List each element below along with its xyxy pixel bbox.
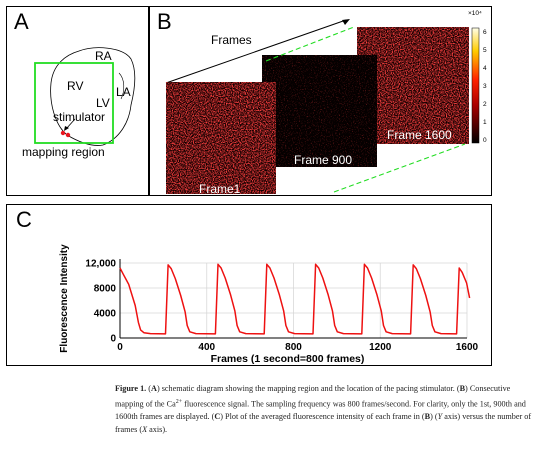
- panel-a: A RA RV LV LA stimulator mapping region: [6, 6, 149, 196]
- x-tick-label: 400: [198, 342, 215, 353]
- panel-c-label: C: [16, 207, 32, 232]
- caption-text: ) Consecutive mapping of the Ca: [115, 384, 511, 409]
- stimulator-dot: [60, 130, 66, 136]
- colorbar-exponent: ×10⁴: [468, 10, 482, 17]
- label-ra: RA: [95, 49, 112, 63]
- frames-arrow-label: Frames: [211, 33, 252, 47]
- caption-text: axis).: [147, 424, 168, 434]
- colorbar-tick-label: 3: [483, 83, 487, 90]
- caption-ref: C: [214, 411, 221, 421]
- label-mapping-region: mapping region: [22, 145, 105, 159]
- panel-a-label: A: [14, 9, 29, 34]
- y-axis-label: Fluorescence Intensity: [59, 244, 70, 353]
- caption-text: fluorescence signal. The sampling freque…: [115, 399, 526, 421]
- label-frame-900: Frame 900: [294, 153, 353, 167]
- caption-fig-label: Figure 1.: [115, 384, 147, 393]
- y-tick-label: 4000: [94, 309, 117, 320]
- x-tick-label: 0: [117, 342, 123, 353]
- caption-text: ) schematic diagram showing the mapping …: [156, 384, 460, 393]
- label-stimulator: stimulator: [53, 110, 106, 124]
- label-la: LA: [116, 85, 131, 99]
- y-tick-label: 0: [110, 334, 116, 345]
- label-frame-1600: Frame 1600: [387, 128, 452, 142]
- panel-c: C 0 400 800 1200 1600 0 4000 8000 12,000 Frames (…: [6, 204, 492, 366]
- x-tick-label: 1600: [456, 342, 479, 353]
- colorbar-tick-label: 6: [483, 29, 487, 36]
- x-tick-label: 800: [285, 342, 302, 353]
- colorbar-tick-label: 1: [483, 119, 487, 126]
- colorbar: [471, 27, 480, 144]
- colorbar-tick-label: 2: [483, 101, 487, 108]
- caption-ref: B: [459, 384, 466, 393]
- caption-text: ) Plot of the averaged fluorescence inte…: [220, 411, 425, 421]
- heart-schematic: [34, 47, 136, 146]
- figure-caption: Figure 1. (A) schematic diagram showing …: [115, 383, 540, 436]
- stimulator-dot: [65, 132, 71, 138]
- label-lv: LV: [96, 96, 110, 110]
- x-axis-label: Frames (1 second=800 frames): [211, 353, 365, 365]
- label-rv: RV: [67, 79, 84, 93]
- frames-figure: [165, 19, 480, 194]
- caption-axis: X: [142, 424, 148, 434]
- caption-sup: 2+: [175, 398, 183, 405]
- x-tick-label: 1200: [369, 342, 392, 353]
- panel-b: B: [149, 6, 492, 196]
- caption-ref: A: [151, 384, 157, 393]
- colorbar-tick-label: 4: [483, 65, 487, 72]
- fluorescence-chart: 0 400 800 1200 1600 0 4000 8000 12,000 Frames (1 …: [59, 244, 479, 365]
- caption-axis: Y: [437, 411, 443, 421]
- caption-text: ) (: [430, 411, 438, 421]
- connector-line: [333, 143, 466, 193]
- caption-ref: B: [424, 411, 431, 421]
- colorbar-tick-label: 5: [483, 47, 487, 54]
- colorbar-tick-label: 0: [483, 137, 487, 144]
- mapping-region-box: [34, 62, 114, 144]
- caption-text: (: [146, 384, 152, 393]
- caption-text: axis) versus the number of frames (: [115, 411, 532, 434]
- frames-arrow: [165, 19, 347, 84]
- y-tick-label: 12,000: [85, 259, 116, 270]
- label-frame-1: Frame1: [199, 182, 241, 196]
- panel-b-label: B: [157, 9, 172, 34]
- series-line: [119, 263, 471, 335]
- y-tick-label: 8000: [94, 284, 117, 295]
